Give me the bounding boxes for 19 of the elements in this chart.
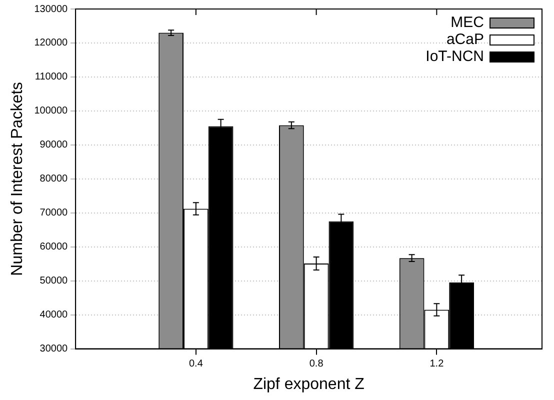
x-tick-label: 1.2	[430, 358, 444, 370]
y-axis-title: Number of Interest Packets	[9, 82, 26, 276]
y-tick-label: 30000	[40, 344, 68, 355]
legend-label: IoT-NCN	[426, 48, 484, 66]
x-tick-label: 0.8	[309, 358, 324, 370]
legend-label: aCaP	[446, 31, 484, 48]
y-tick-label: 70000	[40, 208, 68, 219]
y-tick-label: 40000	[40, 310, 68, 321]
y-tick-label: 110000	[34, 72, 68, 83]
y-tick-label: 130000	[34, 4, 68, 15]
legend-label: MEC	[450, 14, 484, 32]
y-tick-label: 100000	[34, 106, 68, 117]
y-tick-label: 60000	[40, 242, 68, 253]
y-tick-label: 90000	[40, 140, 68, 151]
x-axis-title: Zipf exponent Z	[253, 376, 365, 393]
y-tick-label: 120000	[34, 38, 68, 49]
x-tick-label: 0.4	[188, 358, 204, 370]
y-tick-label: 50000	[40, 276, 68, 287]
y-tick-label: 80000	[40, 174, 68, 185]
